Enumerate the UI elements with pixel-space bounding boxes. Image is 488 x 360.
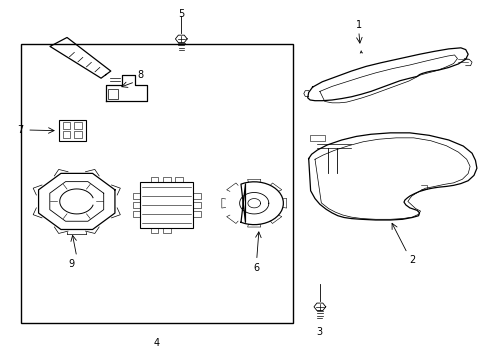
Bar — [193, 211, 201, 217]
Text: 4: 4 — [154, 338, 160, 347]
Bar — [150, 177, 158, 182]
Text: 7: 7 — [17, 125, 23, 135]
Bar — [132, 193, 140, 199]
Bar — [62, 131, 70, 138]
Bar — [163, 177, 170, 182]
Text: 1: 1 — [355, 19, 361, 30]
Bar — [21, 44, 292, 323]
Bar — [74, 122, 82, 129]
Text: 9: 9 — [69, 259, 75, 269]
Bar — [140, 182, 193, 228]
Text: 3: 3 — [316, 327, 322, 337]
Bar — [108, 89, 118, 99]
Bar — [132, 202, 140, 208]
Text: 6: 6 — [253, 262, 259, 273]
Bar — [132, 211, 140, 217]
Bar — [150, 228, 158, 233]
Bar — [309, 135, 324, 141]
Bar — [163, 228, 170, 233]
Text: 8: 8 — [137, 69, 142, 80]
Bar — [175, 177, 183, 182]
Bar — [62, 122, 70, 129]
Bar — [59, 120, 85, 141]
Text: 5: 5 — [178, 9, 184, 19]
Text: 2: 2 — [408, 255, 414, 265]
Bar — [193, 193, 201, 199]
Bar — [193, 202, 201, 208]
Bar — [74, 131, 82, 138]
